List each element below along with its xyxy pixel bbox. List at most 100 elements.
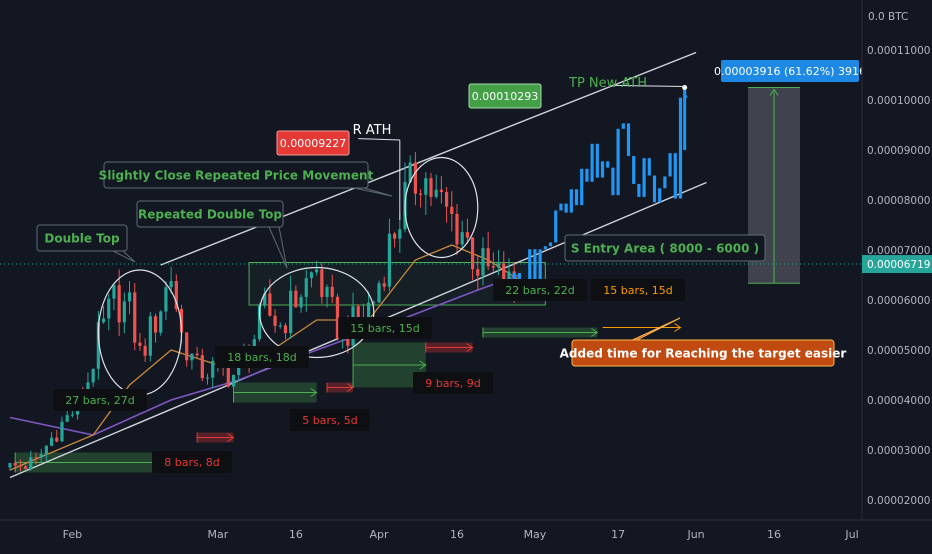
candle-body <box>496 263 501 268</box>
measure-label-box <box>721 60 859 82</box>
projection-bar <box>543 246 547 250</box>
candle-body <box>481 248 485 276</box>
time-tick-label: 16 <box>289 528 303 541</box>
candle-body <box>153 316 158 333</box>
candle-body <box>101 318 106 323</box>
time-tick-label: Jul <box>844 528 858 541</box>
candle-body <box>460 232 464 245</box>
price-tick-label: 0.00008000 <box>867 195 930 207</box>
candle-body <box>413 162 418 194</box>
candle-body <box>320 269 324 297</box>
projection-bar <box>559 203 563 211</box>
time-tick-label: 16 <box>767 528 781 541</box>
price-axis-bg <box>862 0 932 550</box>
candle-body <box>127 292 132 302</box>
candle-body <box>231 375 236 387</box>
projection-bar <box>554 210 558 243</box>
range-label-box <box>290 409 370 431</box>
candle-body <box>211 360 215 378</box>
added-time-callout: Added time for Reaching the target easie… <box>560 347 847 361</box>
rath-value-label: 0.00009227 <box>280 137 346 150</box>
candle-body <box>91 368 95 383</box>
range-label-box <box>215 346 309 368</box>
projection-bar <box>642 158 646 197</box>
candle-body <box>159 311 163 333</box>
candle-body <box>268 293 272 316</box>
candle-body <box>39 454 43 458</box>
time-tick-label: 17 <box>611 528 625 541</box>
slightly-close-callout: Slightly Close Repeated Price Movement <box>99 169 374 183</box>
candle-body <box>112 285 116 299</box>
price-tick-label: 0.00009000 <box>867 145 930 157</box>
candle-body <box>55 437 59 442</box>
candle-body <box>283 325 288 334</box>
candle-body <box>96 322 100 369</box>
candle-body <box>372 302 376 304</box>
candle-body <box>335 296 340 339</box>
candle-body <box>200 355 204 379</box>
candle-body <box>356 306 360 319</box>
range-arrow-head <box>466 343 474 352</box>
candle-body <box>450 206 454 214</box>
projection-bar <box>673 153 677 199</box>
candle-body <box>65 415 69 422</box>
entry-area-callout-box <box>564 234 766 262</box>
candle-body <box>278 325 282 327</box>
candle-body <box>164 287 168 312</box>
projection-bar <box>580 168 584 206</box>
candle-body <box>439 189 443 193</box>
candle-body <box>424 178 428 195</box>
price-tick-label: 0.00010000 <box>867 95 930 107</box>
projection-bar <box>626 123 631 156</box>
range-label-box <box>591 279 685 301</box>
candle-body <box>315 269 319 273</box>
candle-body <box>309 272 314 279</box>
price-tick-label: 0.00006000 <box>867 295 930 307</box>
candle-body <box>419 193 423 195</box>
range-label: 15 bars, 15d <box>603 284 672 297</box>
projection-bar <box>538 249 542 281</box>
candle-body <box>486 248 490 267</box>
rath-title: R ATH <box>353 123 392 138</box>
projection-bar <box>585 168 589 182</box>
projection-bar <box>564 203 568 213</box>
range-arrow-head <box>227 433 235 442</box>
candle-body <box>138 342 142 346</box>
pattern-ellipse <box>404 156 479 259</box>
rath-value-label-box <box>276 130 350 156</box>
candle-body <box>190 353 194 361</box>
tp-line <box>612 84 686 87</box>
projection-bar <box>658 188 662 203</box>
projection-bar <box>637 183 641 197</box>
tp-value-label-box <box>468 83 542 109</box>
price-tick-label: 0.00007000 <box>867 245 930 257</box>
price-tick-label: 0.00003000 <box>867 445 930 457</box>
range-label: 22 bars, 22d <box>505 284 574 297</box>
time-tick-label: 16 <box>450 528 464 541</box>
candle-body <box>330 286 334 297</box>
candle-body <box>205 377 210 379</box>
rath-line <box>358 138 400 141</box>
projection-bar <box>595 143 599 178</box>
candle-body <box>470 237 475 270</box>
projection-bar <box>652 175 657 203</box>
range-arrow-head <box>674 323 682 332</box>
candle-body <box>8 463 12 468</box>
tp-value-label: 0.00010293 <box>472 90 538 103</box>
candle-body <box>294 290 298 308</box>
range-label: 5 bars, 5d <box>302 414 357 427</box>
measure-label: 0.00003916 (61.62%) 3916 <box>714 65 866 78</box>
candle-body <box>476 269 480 276</box>
projection-bar <box>528 249 532 287</box>
time-tick-label: May <box>524 528 547 541</box>
candle-body <box>444 192 449 207</box>
candle-body <box>13 463 17 466</box>
candle-body <box>179 308 184 333</box>
candle-body <box>70 414 74 416</box>
candle-body <box>455 213 459 245</box>
range-label-box <box>493 279 587 301</box>
candle-body <box>60 421 64 442</box>
candle-body <box>263 293 267 305</box>
price-tick-label: 0.00004000 <box>867 395 930 407</box>
projection-bar <box>678 97 683 199</box>
